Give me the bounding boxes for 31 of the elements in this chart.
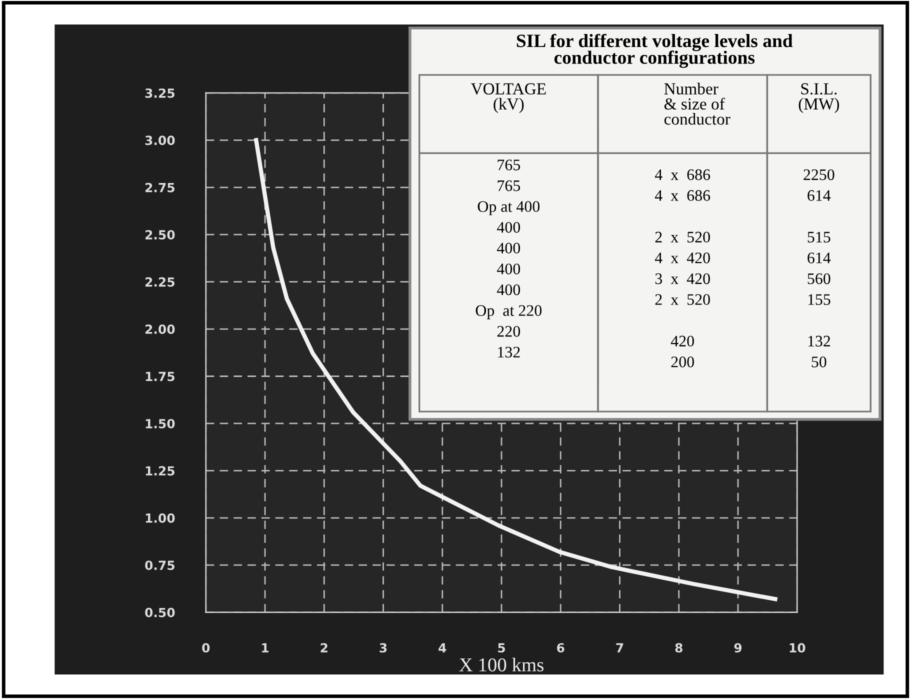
x-tick-label: 0 — [202, 643, 210, 653]
x-tick-label: 7 — [616, 643, 624, 652]
x-tick-label: 1 — [262, 643, 268, 652]
y-tick-label: 2.50 — [145, 230, 175, 240]
x-tick-label: 9 — [734, 643, 742, 653]
x-tick-label: 4 — [438, 643, 446, 652]
text: 2250 614 515 614 560 155 132 50 — [804, 169, 834, 368]
y-tick-label: 2.75 — [145, 182, 174, 192]
x-tick-label: 10 — [790, 643, 806, 653]
y-tick-label: 3.25 — [145, 88, 174, 98]
text: 765 765 Op at 400 400 400 400 400 Op at 220 220 132 — [476, 160, 542, 358]
y-tick-label: 0.50 — [145, 608, 175, 618]
text: S.I.L. (MW) — [798, 83, 840, 113]
y-tick-label: 2.25 — [145, 277, 174, 287]
y-tick-label: 0.75 — [145, 560, 174, 570]
y-tick-label: 1.75 — [146, 372, 174, 382]
y-tick-label: 2.00 — [145, 324, 175, 334]
y-tick-label: 3.00 — [145, 136, 175, 146]
y-tick-label: 1.00 — [146, 513, 175, 523]
x-tick-label: 2 — [320, 643, 328, 652]
annotation: VOLTAGE (kV) — [470, 83, 546, 113]
x-axis-title: X 100 kms — [459, 658, 544, 672]
x-tick-label: 6 — [557, 643, 564, 653]
annotation: Number & size of conductor — [664, 82, 730, 125]
text: SIL for different voltage levels and conductor configurations — [516, 34, 793, 68]
y-tick-label: 1.50 — [146, 418, 175, 428]
y-tick-label: 1.25 — [146, 466, 174, 476]
x-tick-label: 5 — [498, 643, 505, 653]
x-tick-label: 3 — [380, 643, 387, 653]
text: 4 x 686 4 x 686 2 x 520 4 x 420 3 x 420 2 x 520 420 200 — [654, 169, 710, 368]
x-tick-label: 8 — [675, 643, 682, 653]
